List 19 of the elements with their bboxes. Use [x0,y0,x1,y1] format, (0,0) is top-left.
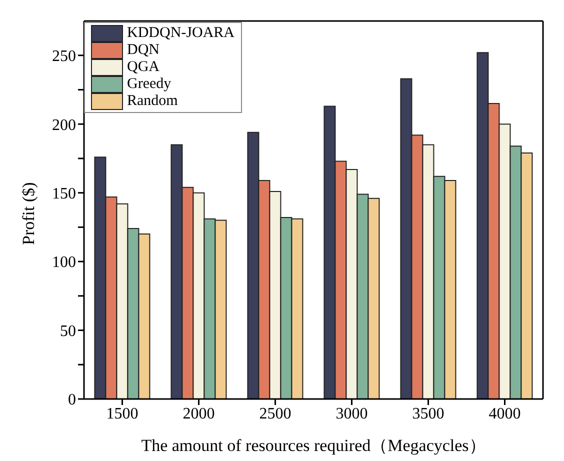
x-tick-label: 3000 [336,405,368,422]
y-tick-label: 0 [68,392,76,409]
x-tick-label: 4000 [488,405,521,422]
legend-label: DQN [127,42,160,59]
y-tick-label: 200 [52,116,76,134]
x-tick-label: 2500 [259,405,292,422]
y-tick-label: 50 [60,322,76,340]
y-axis-title: Profit ($) [19,182,38,245]
x-tick-label: 3500 [412,405,444,422]
x-tick-label: 1500 [106,405,138,422]
y-tick-label: 100 [52,254,76,272]
legend-label: Random [127,93,178,110]
x-axis-title: The amount of resources required（Megacycles） [141,436,486,455]
legend-label: KDDQN-JOARA [127,25,234,42]
x-tick-label: 2000 [182,405,215,422]
legend-label: Greedy [127,76,172,93]
y-tick-label: 150 [52,186,76,202]
legend-label: QGA [127,59,160,76]
y-tick-label: 250 [52,48,76,66]
